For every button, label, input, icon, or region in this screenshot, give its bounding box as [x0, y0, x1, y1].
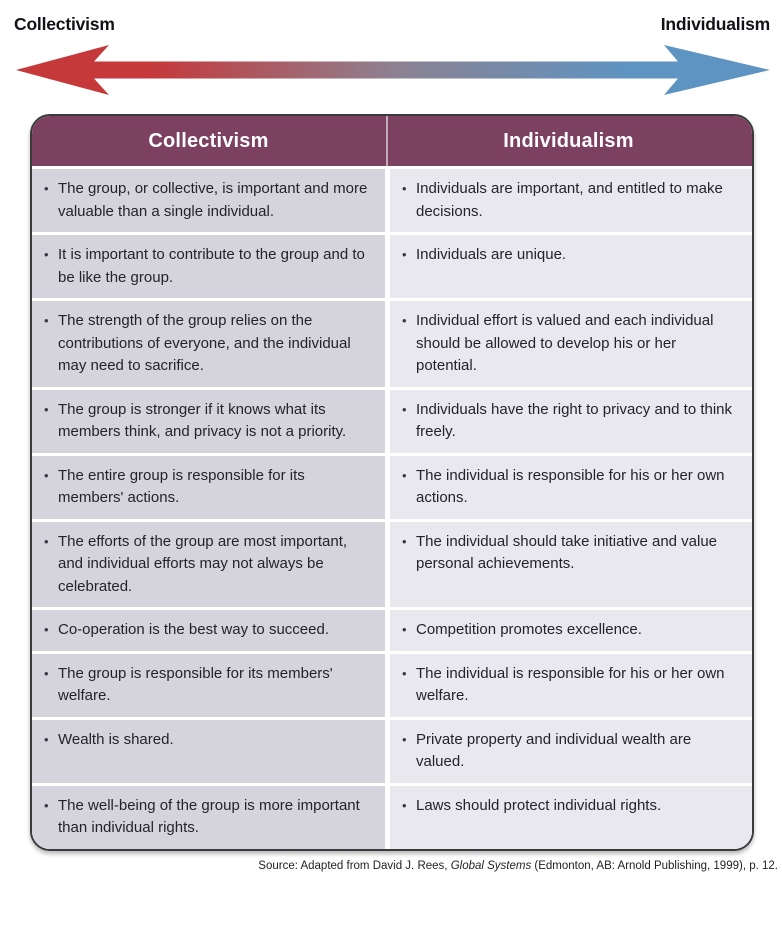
source-prefix: Source: Adapted from David J. Rees,: [258, 859, 451, 872]
table-body: • The group, or collective, is important…: [32, 169, 752, 849]
cell-text: The efforts of the group are most import…: [58, 532, 348, 595]
cell-text: The group is responsible for its members…: [58, 664, 333, 705]
table-cell-collectivism: • The well-being of the group is more im…: [32, 785, 385, 849]
bullet-icon: •: [44, 731, 49, 747]
bullet-icon: •: [44, 181, 49, 196]
cell-text: Co-operation is the best way to succeed.: [58, 621, 329, 638]
table-cell-individualism: • Laws should protect individual rights.: [390, 785, 752, 849]
table-cell-individualism: • The individual should take initiative …: [390, 521, 752, 607]
cell-text: Individual effort is valued and each ind…: [416, 312, 714, 374]
comparison-table: Collectivism Individualism • The group, …: [30, 114, 754, 851]
source-title: Global Systems: [450, 859, 532, 872]
cell-text: The group, or collective, is important a…: [58, 180, 368, 220]
bullet-icon: •: [402, 665, 407, 681]
header-collectivism: Collectivism: [148, 129, 269, 152]
cell-text: Wealth is shared.: [58, 730, 174, 748]
bullet-icon: •: [402, 247, 407, 262]
cell-text: Individuals are important, and entitled …: [416, 180, 723, 220]
cell-text: The strength of the group relies on the …: [58, 312, 351, 374]
bullet-icon: •: [402, 797, 407, 813]
table-cell-individualism: • Competition promotes excellence.: [390, 610, 752, 651]
bullet-icon: •: [402, 313, 407, 328]
table-cell-individualism: • The individual is responsible for his …: [390, 653, 752, 717]
cell-text: The entire group is responsible for its …: [58, 466, 305, 507]
header-divider: [386, 116, 388, 166]
table-cell-individualism: • Individuals have the right to privacy …: [390, 389, 752, 453]
source-citation: Source: Adapted from David J. Rees, Glob…: [0, 860, 782, 872]
table-cell-collectivism: • Co-operation is the best way to succee…: [32, 610, 385, 651]
cell-text: Laws should protect individual rights.: [416, 796, 662, 814]
page: Collectivism Individualism Collectivism …: [0, 0, 782, 872]
cell-text: The well-being of the group is more impo…: [58, 796, 360, 837]
table-cell-collectivism: • The efforts of the group are most impo…: [32, 521, 385, 607]
table-header: Collectivism Individualism: [32, 116, 752, 166]
cell-text: Competition promotes excellence.: [416, 621, 642, 638]
scale-labels: Collectivism Individualism: [14, 14, 770, 35]
bullet-icon: •: [402, 622, 407, 637]
table-cell-collectivism: • The group, or collective, is important…: [32, 169, 385, 232]
bullet-icon: •: [44, 247, 49, 262]
cell-text: Private property and individual wealth a…: [416, 730, 692, 771]
bullet-icon: •: [44, 533, 49, 549]
header-individualism: Individualism: [503, 129, 634, 152]
table-cell-collectivism: • The group is responsible for its membe…: [32, 653, 385, 717]
bullet-icon: •: [402, 181, 407, 196]
bullet-icon: •: [402, 401, 407, 417]
bullet-icon: •: [44, 313, 49, 328]
bullet-icon: •: [402, 533, 407, 549]
cell-text: It is important to contribute to the gro…: [58, 246, 365, 286]
collectivism-scale-label: Collectivism: [14, 14, 115, 34]
cell-text: The group is stronger if it knows what i…: [58, 400, 347, 441]
table-cell-collectivism: • The group is stronger if it knows what…: [32, 389, 385, 453]
spectrum-scale: Collectivism Individualism: [0, 0, 782, 98]
cell-text: Individuals are unique.: [416, 246, 567, 263]
table-cell-collectivism: • The strength of the group relies on th…: [32, 301, 385, 387]
cell-text: The individual should take initiative an…: [416, 532, 718, 573]
table-cell-collectivism: • Wealth is shared.: [32, 719, 385, 783]
bullet-icon: •: [44, 401, 49, 417]
table-cell-collectivism: • The entire group is responsible for it…: [32, 455, 385, 519]
cell-text: Individuals have the right to privacy an…: [416, 400, 733, 441]
individualism-scale-label: Individualism: [660, 14, 770, 34]
bullet-icon: •: [402, 467, 407, 483]
table-cell-individualism: • Individuals are important, and entitle…: [390, 169, 752, 232]
bullet-icon: •: [44, 467, 49, 483]
table-cell-individualism: • The individual is responsible for his …: [390, 455, 752, 519]
table-cell-collectivism: • It is important to contribute to the g…: [32, 235, 385, 298]
table-cell-individualism: • Private property and individual wealth…: [390, 719, 752, 783]
bullet-icon: •: [44, 797, 49, 813]
bullet-icon: •: [402, 731, 407, 747]
bullet-icon: •: [44, 665, 49, 681]
cell-text: The individual is responsible for his or…: [416, 466, 725, 507]
cell-text: The individual is responsible for his or…: [416, 664, 725, 705]
gradient-double-arrow-icon: [16, 45, 770, 95]
table-cell-individualism: • Individual effort is valued and each i…: [390, 301, 752, 387]
table-cell-individualism: • Individuals are unique.: [390, 235, 752, 298]
bullet-icon: •: [44, 622, 49, 637]
source-suffix: (Edmonton, AB: Arnold Publishing, 1999),…: [531, 859, 778, 872]
